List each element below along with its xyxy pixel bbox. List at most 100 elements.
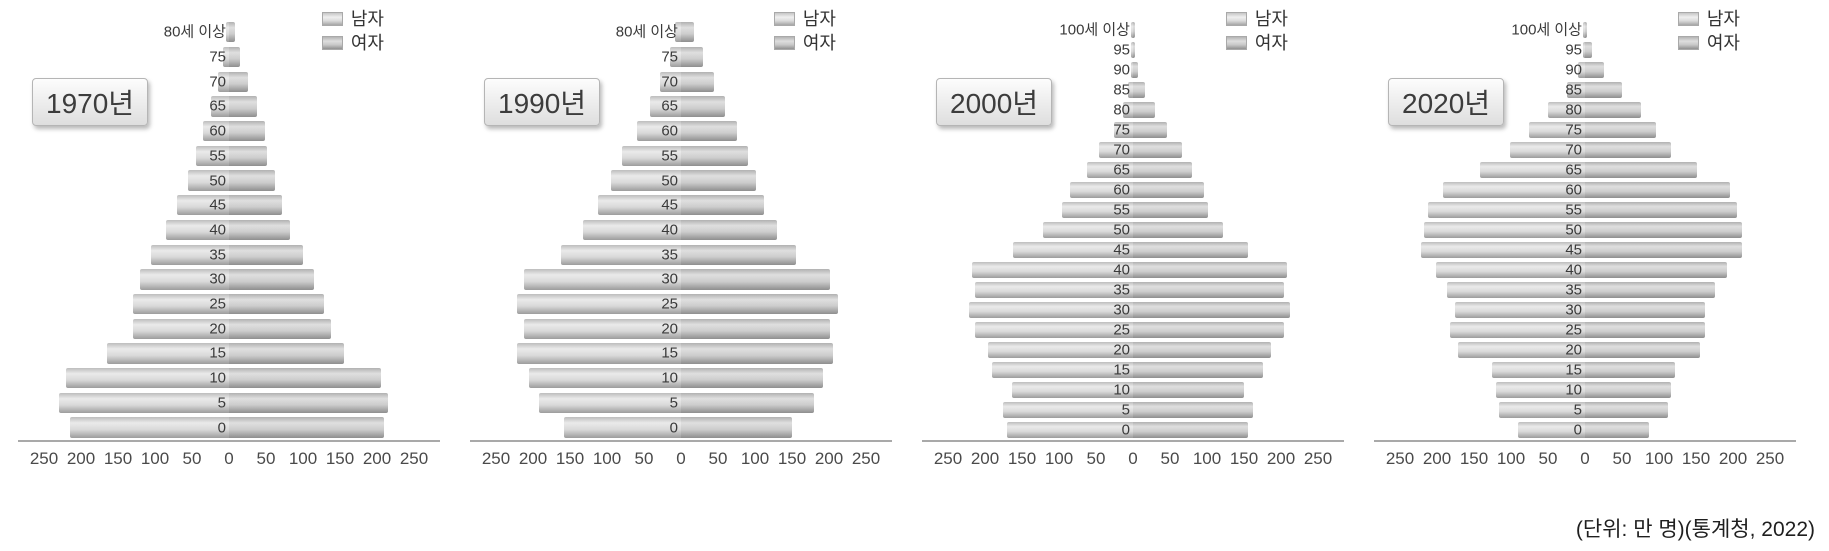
pyramid-row: 15 <box>470 341 892 366</box>
female-bar <box>1585 181 1731 199</box>
x-axis-tick-label: 150 <box>1007 449 1037 468</box>
age-label: 80 <box>1113 101 1130 119</box>
pyramid-row: 30 <box>18 267 440 292</box>
female-bar <box>229 318 332 339</box>
age-label: 55 <box>1113 201 1130 219</box>
age-label: 0 <box>1573 421 1582 439</box>
age-label: 95 <box>1565 41 1582 59</box>
male-bar <box>971 261 1133 279</box>
male-bar <box>1007 421 1133 439</box>
pyramid-row: 80 <box>1374 100 1796 120</box>
x-axis-tick-label: 150 <box>1229 449 1259 468</box>
pyramid-row: 55 <box>18 144 440 169</box>
male-bar <box>1423 221 1585 239</box>
x-axis-tick-label: 250 <box>1755 449 1785 468</box>
pyramid-row: 95 <box>922 40 1344 60</box>
age-label: 15 <box>209 344 226 362</box>
male-bar <box>529 368 681 389</box>
age-label: 75 <box>1113 121 1130 139</box>
age-label: 45 <box>661 196 678 214</box>
female-swatch-icon <box>773 36 795 50</box>
male-bar <box>1479 161 1585 179</box>
pyramid-plot: 80세 이상 75 70 65 60 55 50 45 40 35 30 25 20 15 10 5 0 250… <box>470 20 892 474</box>
legend: 남자 여자 <box>1225 10 1288 52</box>
pyramid-plot: 100세 이상 95 90 85 80 75 70 65 60 55 50 45 40 35 30 25 20 1… <box>1374 20 1796 474</box>
age-label: 50 <box>1113 221 1130 239</box>
female-bar <box>1585 201 1738 219</box>
female-bar <box>681 269 831 290</box>
female-bar <box>1133 261 1287 279</box>
age-label: 5 <box>669 394 678 412</box>
pyramid-rows: 100세 이상 95 90 85 80 75 70 65 60 55 50 45 40 35 30 25 20 1… <box>1374 20 1796 440</box>
pyramid-row: 60 <box>18 119 440 144</box>
male-bar <box>1011 381 1133 399</box>
pyramid-row: 30 <box>1374 300 1796 320</box>
x-axis-tick-label: 100 <box>140 449 170 468</box>
x-axis: 250 200 150 100 50 0 50 100 150 200 250 <box>470 440 892 474</box>
pyramid-row: 40 <box>470 218 892 243</box>
pyramid-chart: 1970년 남자 여자 80세 이상 75 70 65 60 55 50 45 40 35 30 25… <box>10 4 452 474</box>
age-label: 10 <box>1113 381 1130 399</box>
male-bar <box>974 321 1133 339</box>
legend-male-label: 남자 <box>802 9 836 29</box>
age-label: 90 <box>1565 61 1582 79</box>
male-bar <box>561 244 681 265</box>
male-bar <box>610 170 681 191</box>
legend-item-female: 여자 <box>1225 34 1288 52</box>
male-bar <box>210 96 229 117</box>
age-label: 10 <box>209 369 226 387</box>
male-bar <box>66 368 229 389</box>
age-label: 45 <box>209 196 226 214</box>
x-axis-tick-label: 250 <box>1385 449 1415 468</box>
pyramid-row: 100세 이상 <box>922 20 1344 40</box>
male-bar <box>1127 81 1133 99</box>
male-bar <box>1002 401 1133 419</box>
female-bar <box>1585 61 1604 79</box>
age-label: 55 <box>1565 201 1582 219</box>
pyramid-row: 30 <box>470 267 892 292</box>
x-axis-tick-label: 200 <box>66 449 96 468</box>
age-label: 25 <box>209 295 226 313</box>
pyramid-row: 5 <box>1374 400 1796 420</box>
pyramid-rows: 100세 이상 95 90 85 80 75 70 65 60 55 50 45 40 35 30 25 20 1… <box>922 20 1344 440</box>
x-axis-tick-label: 150 <box>1681 449 1711 468</box>
female-bar <box>681 293 838 315</box>
pyramid-row: 0 <box>1374 420 1796 440</box>
pyramid-row: 70 <box>1374 140 1796 160</box>
male-bar <box>516 293 681 315</box>
pyramid-row: 50 <box>470 168 892 193</box>
pyramid-row: 15 <box>18 341 440 366</box>
male-bar <box>1518 421 1585 439</box>
legend-item-male: 남자 <box>321 10 384 28</box>
age-label: 85 <box>1113 81 1130 99</box>
x-axis-tick-label: 100 <box>1044 449 1074 468</box>
male-bar <box>1087 161 1133 179</box>
pyramid-row: 15 <box>922 360 1344 380</box>
age-label: 55 <box>209 147 226 165</box>
x-axis-tick-label: 50 <box>1612 449 1632 468</box>
female-bar <box>1133 81 1145 99</box>
pyramid-row: 70 <box>922 140 1344 160</box>
male-swatch-icon <box>321 12 343 26</box>
legend-item-female: 여자 <box>773 34 836 52</box>
age-label: 50 <box>661 172 678 190</box>
male-bar <box>69 417 229 438</box>
age-label: 20 <box>209 320 226 338</box>
pyramid-row: 75 <box>922 120 1344 140</box>
female-bar <box>229 392 389 414</box>
female-bar <box>229 170 275 191</box>
female-bar <box>681 71 715 92</box>
x-axis-tick-label: 100 <box>1496 449 1526 468</box>
pyramid-row: 100세 이상 <box>1374 20 1796 40</box>
x-axis-ticks: 250 200 150 100 50 0 50 100 150 200 250 <box>1374 442 1796 474</box>
age-label: 35 <box>1113 281 1130 299</box>
age-label: 0 <box>669 419 678 437</box>
male-bar <box>1447 281 1585 299</box>
pyramid-row: 70 <box>470 69 892 94</box>
male-bar <box>621 145 681 166</box>
legend-female-label: 여자 <box>1706 33 1740 53</box>
x-axis-tick-label: 100 <box>592 449 622 468</box>
male-bar <box>636 121 681 142</box>
female-bar <box>681 219 778 241</box>
age-label: 70 <box>1113 141 1130 159</box>
